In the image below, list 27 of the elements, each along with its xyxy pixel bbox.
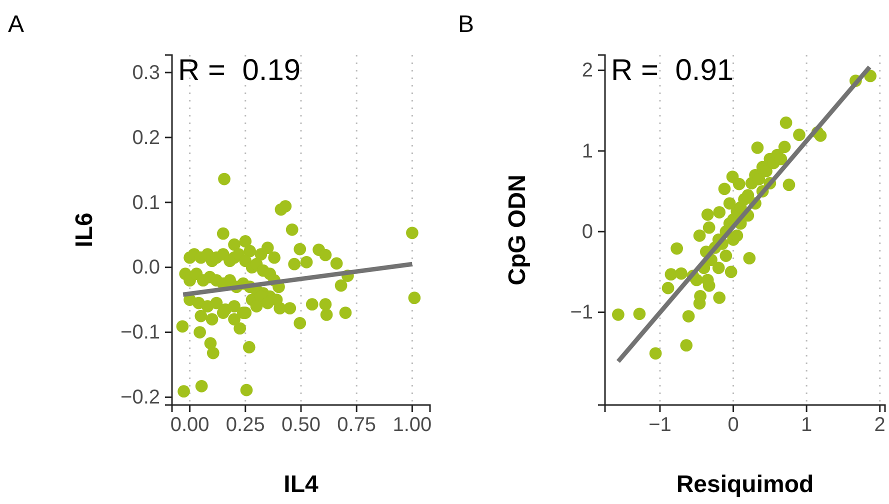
annotation: R = 0.91	[611, 54, 734, 87]
y-tick-label: −1	[570, 302, 593, 324]
x-tick-label: 0.50	[282, 414, 320, 436]
y-tick-label: −0.2	[120, 386, 160, 409]
chart-title: B	[458, 11, 474, 38]
x-tick-label: 1	[801, 414, 812, 436]
y-axis-title: IL6	[71, 212, 98, 248]
y-tick-label: 0.2	[132, 126, 160, 149]
y-tick-label: 0.0	[132, 256, 160, 279]
chart-title: A	[8, 11, 24, 38]
y-tick-label: 2	[582, 60, 593, 82]
x-tick-label: 0	[728, 414, 739, 436]
x-tick-label: 0.25	[226, 414, 265, 436]
y-tick-label: 0.3	[132, 62, 160, 84]
y-tick-label: 1	[582, 140, 593, 162]
x-tick-label: 0.75	[337, 414, 376, 436]
y-tick-label: 0.1	[132, 192, 160, 214]
x-axis-title: Resiquimod	[676, 471, 814, 498]
y-tick-label: −0.1	[120, 322, 160, 344]
x-axis-title: IL4	[284, 471, 319, 498]
x-tick-label: −1	[648, 414, 672, 436]
y-axis-title: CpG ODN	[504, 174, 531, 286]
annotation: R = 0.19	[178, 54, 301, 87]
y-tick-label: 0	[582, 221, 593, 244]
x-tick-label: 2	[874, 414, 886, 436]
x-tick-label: 0.00	[170, 414, 210, 436]
x-tick-label: 1.00	[392, 414, 432, 436]
